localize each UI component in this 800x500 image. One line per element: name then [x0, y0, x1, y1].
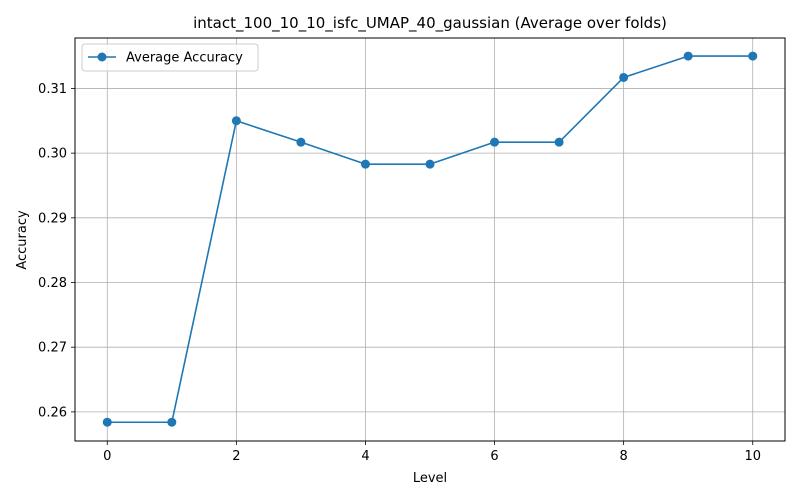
data-point	[102, 417, 112, 427]
data-point	[683, 51, 693, 61]
x-tick-label: 0	[103, 449, 111, 464]
data-point	[360, 159, 370, 169]
data-point	[231, 116, 241, 126]
x-tick-label: 6	[490, 449, 498, 464]
data-point	[748, 51, 758, 61]
grid	[75, 38, 785, 441]
data-point	[425, 159, 435, 169]
data-point	[619, 72, 629, 82]
legend: Average Accuracy	[81, 43, 259, 72]
legend-label-average-accuracy: Average Accuracy	[126, 51, 243, 66]
y-axis-label: Accuracy	[15, 210, 30, 270]
data-point	[490, 137, 500, 147]
y-tick-label: 0.30	[38, 147, 67, 162]
x-tick-label: 8	[619, 449, 627, 464]
data-point	[296, 137, 306, 147]
y-tick-label: 0.28	[38, 276, 67, 291]
y-tick-label: 0.31	[38, 82, 67, 97]
y-tick-label: 0.27	[38, 341, 67, 356]
x-axis-label: Level	[413, 471, 447, 486]
plot-frame	[74, 37, 786, 442]
y-axis-ticks: 0.26 0.27 0.28 0.29 0.30 0.31	[38, 82, 75, 420]
x-tick-label: 4	[361, 449, 369, 464]
legend-box	[81, 43, 259, 72]
data-point	[554, 137, 564, 147]
y-tick-label: 0.26	[38, 405, 67, 420]
y-tick-label: 0.29	[38, 211, 67, 226]
chart-title: intact_100_10_10_isfc_UMAP_40_gaussian (…	[193, 14, 667, 33]
data-point	[167, 417, 177, 427]
x-tick-label: 2	[232, 449, 240, 464]
series-layer	[102, 51, 758, 427]
legend-marker-swatch	[97, 52, 107, 62]
x-axis-ticks: 0 2 4 6 8 10	[103, 441, 761, 464]
x-tick-label: 10	[744, 449, 761, 464]
